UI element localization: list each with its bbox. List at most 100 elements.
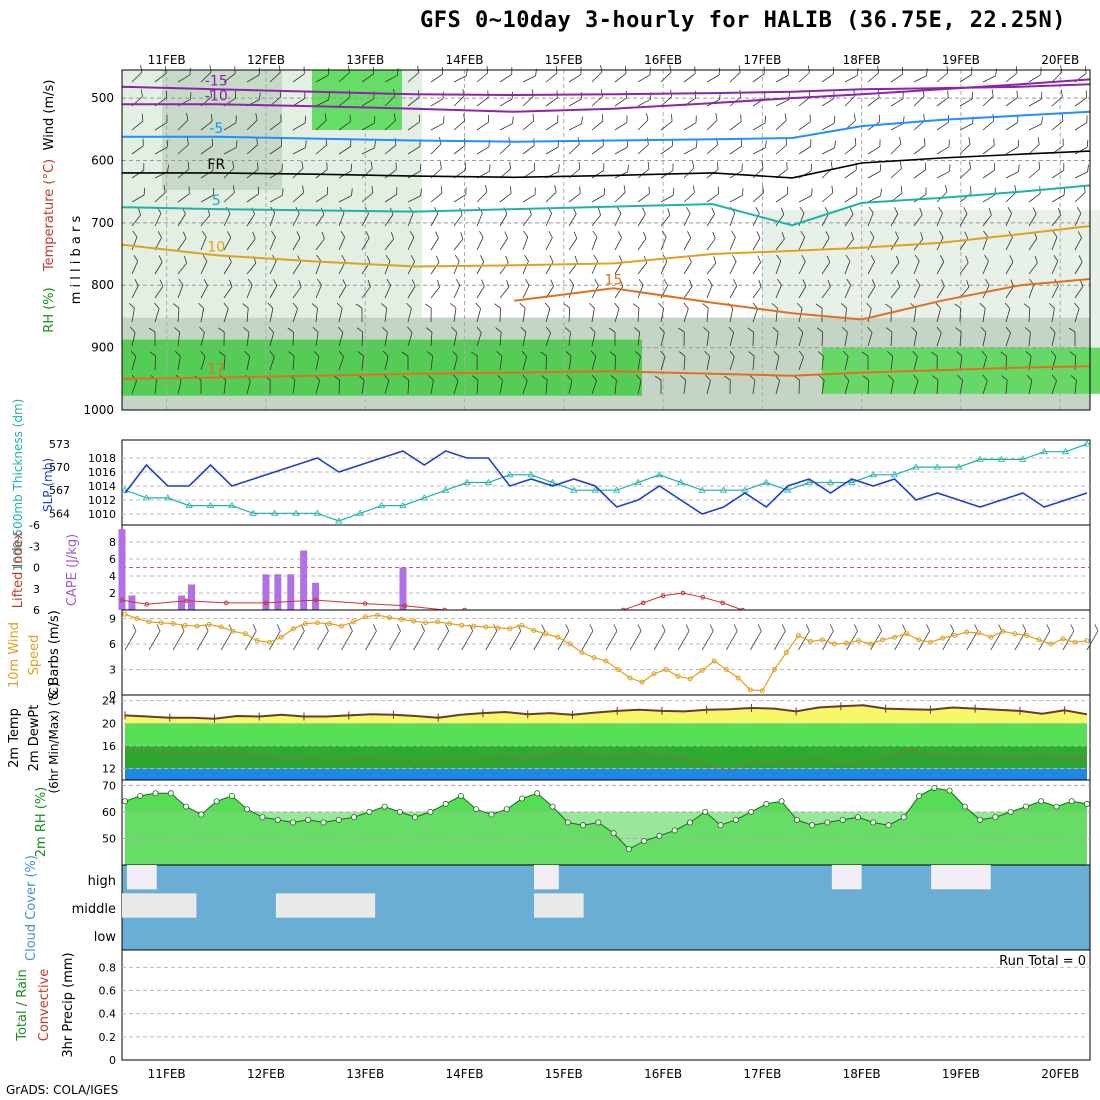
barb-staff [1005,122,1018,131]
barb-flag [877,624,882,632]
barb-staff [637,168,650,179]
barb-staff [775,74,789,83]
barb-staff [913,75,927,83]
upper-wind-barb [843,374,850,395]
barb-flag [305,140,307,148]
barb-staff [545,237,553,251]
thickness-point [698,486,706,493]
barb-staff [568,332,571,347]
upper-wind-barb [499,67,513,83]
barb-staff [959,262,969,275]
upper-wind-barb [452,350,458,371]
barb-staff [614,192,626,203]
barb-flag [569,278,575,286]
rh-point [793,816,800,823]
barb-flag [340,230,346,238]
upper-wind-barb [476,114,490,131]
upper-wind-barb [338,230,346,251]
barb-flag [981,350,987,357]
barb-flag [1078,255,1083,263]
upper-wind-barb [497,374,504,395]
barb-staff [677,630,690,651]
barb-staff [959,74,972,83]
barb-staff [890,262,900,275]
upper-wind-barb [267,302,274,323]
barb-flag [1004,302,1011,309]
barb-staff [890,286,900,299]
barb-staff [890,356,894,371]
upper-wind-barb [660,187,675,203]
barb-flag [425,303,432,309]
thickness-tick-label: 570 [49,461,70,474]
barb-staff [1028,262,1038,275]
upper-wind-barb [292,279,302,299]
barb-staff [545,380,548,395]
rh-point [137,792,144,799]
upper-wind-barb [384,231,394,251]
upper-wind-barb [407,65,419,83]
barb-staff [775,193,788,203]
surface-wind-barb [509,624,522,651]
rh-line [124,787,1088,850]
barb-flag [302,185,304,193]
upper-wind-barb [243,327,250,347]
barb-staff [867,379,870,395]
barb-flag [565,624,570,632]
barb-staff [522,96,534,107]
surface-wind-barb [124,624,137,651]
upper-wind-barb [772,326,779,347]
upper-wind-barb [1051,374,1057,395]
barb-staff [499,143,511,155]
upper-wind-barb [131,187,145,203]
barb-staff [453,214,463,227]
ylabel-10m-wind: 10m Wind [7,622,22,688]
surface-wind-barb [653,624,666,651]
cloud-tick-label: low [94,930,117,945]
barb-flag [1040,67,1042,75]
barb-staff [338,332,344,347]
barb-flag [695,140,698,148]
barb-flag [781,624,786,632]
barb-staff [384,238,394,251]
barb-flag [597,207,601,216]
barb-flag [497,374,503,381]
barb-flag [765,140,767,148]
barb-flag [830,161,833,169]
barb-flag [573,231,578,239]
rh-point [717,822,724,829]
barb-flag [565,350,572,357]
barb-staff [683,213,691,227]
upper-wind-barb [544,302,551,323]
barb-flag [695,115,697,123]
upper-wind-barb [706,113,718,131]
barb-flag [741,188,744,196]
barb-flag [550,279,554,287]
upper-wind-barb [200,254,208,275]
upper-wind-barb [706,278,713,299]
barb-flag [366,255,371,263]
barb-staff [637,119,649,131]
slp-tick-label: 1012 [88,494,116,507]
barb-flag [419,163,422,172]
barb-staff [821,147,835,155]
li-point [144,602,150,607]
rh-point [274,816,281,823]
thickness-point [655,471,664,478]
barb-flag [868,206,874,214]
upper-wind-barb [476,230,484,251]
barb-staff [982,260,989,275]
rh-tick-label: 60 [102,806,116,819]
barb-flag [970,186,972,194]
rh-point [381,803,388,810]
barb-flag [1046,624,1051,632]
barb-staff [990,630,1003,651]
upper-wind-barb [637,137,649,155]
barb-flag [679,351,686,357]
rh-point [625,846,632,853]
barb-staff [453,332,458,347]
upper-wind-barb [148,327,156,346]
upper-wind-barb [982,162,996,179]
rh-point [900,814,907,821]
barb-flag [784,113,787,121]
upper-wind-barb [199,326,205,347]
